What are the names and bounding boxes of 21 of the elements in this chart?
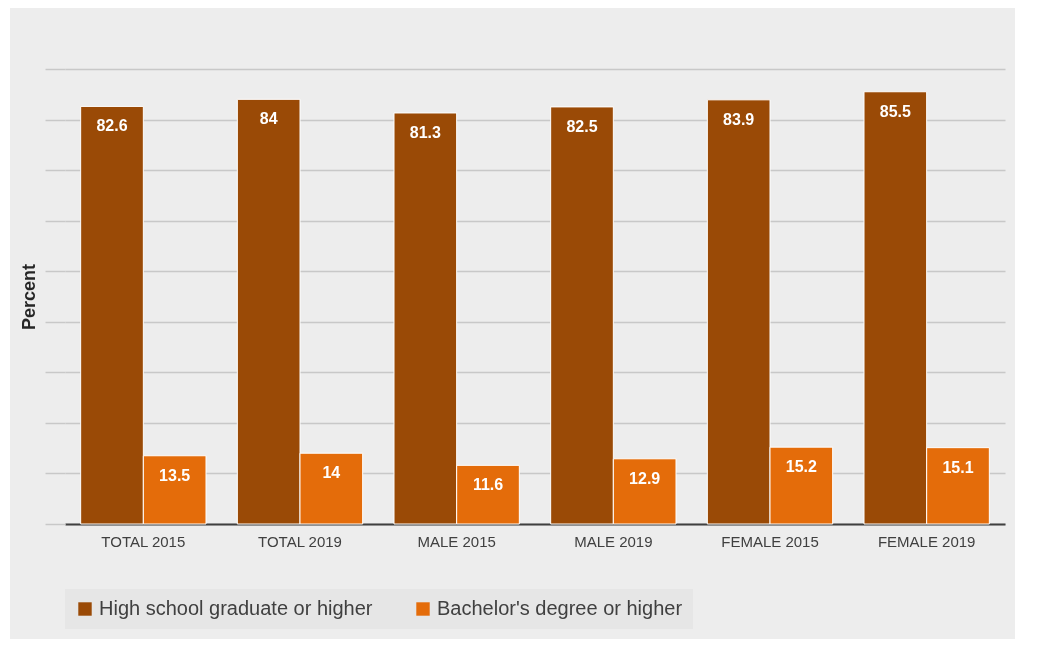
- y-axis-title: Percent: [18, 263, 39, 331]
- data-label: 82.6: [96, 117, 128, 135]
- x-tick-label: FEMALE 2015: [721, 532, 819, 550]
- data-label: 84: [259, 110, 278, 128]
- data-label: 15.2: [785, 458, 818, 476]
- data-label: 15.1: [942, 458, 974, 476]
- data-label: 83.9: [723, 110, 755, 128]
- x-tick-label: TOTAL 2015: [101, 532, 186, 550]
- data-label: 14: [322, 464, 341, 482]
- legend-label: High school graduate or higher: [99, 597, 373, 619]
- x-tick-label: MALE 2015: [417, 532, 496, 550]
- data-label: 85.5: [879, 102, 912, 120]
- data-label: 13.5: [159, 466, 191, 484]
- x-tick-label: MALE 2019: [574, 532, 653, 550]
- data-label: 11.6: [472, 476, 504, 494]
- x-tick-label: FEMALE 2019: [877, 532, 976, 550]
- data-label: 81.3: [409, 123, 442, 141]
- data-label: 82.5: [566, 117, 598, 135]
- legend-label: Bachelor's degree or higher: [437, 597, 683, 619]
- x-tick-label: TOTAL 2019: [258, 532, 342, 550]
- data-label: 12.9: [629, 469, 661, 487]
